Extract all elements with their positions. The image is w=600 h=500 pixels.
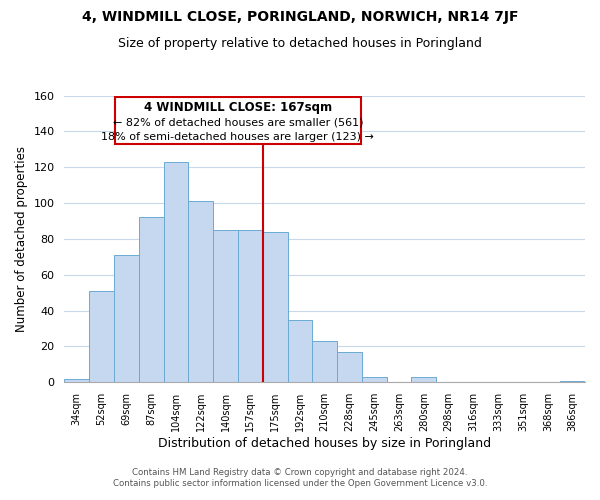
Bar: [337, 352, 362, 382]
Bar: [560, 380, 585, 382]
Bar: [412, 377, 436, 382]
FancyBboxPatch shape: [115, 98, 361, 144]
Bar: [313, 341, 337, 382]
Text: 18% of semi-detached houses are larger (123) →: 18% of semi-detached houses are larger (…: [101, 132, 374, 141]
Bar: [238, 230, 263, 382]
Bar: [64, 379, 89, 382]
Text: ← 82% of detached houses are smaller (561): ← 82% of detached houses are smaller (56…: [113, 118, 363, 128]
Bar: [89, 291, 114, 382]
Bar: [287, 320, 313, 382]
Text: Size of property relative to detached houses in Poringland: Size of property relative to detached ho…: [118, 38, 482, 51]
Bar: [213, 230, 238, 382]
Bar: [188, 202, 213, 382]
Text: 4 WINDMILL CLOSE: 167sqm: 4 WINDMILL CLOSE: 167sqm: [144, 100, 332, 114]
X-axis label: Distribution of detached houses by size in Poringland: Distribution of detached houses by size …: [158, 437, 491, 450]
Bar: [263, 232, 287, 382]
Bar: [139, 218, 164, 382]
Bar: [164, 162, 188, 382]
Bar: [362, 377, 386, 382]
Text: Contains HM Land Registry data © Crown copyright and database right 2024.
Contai: Contains HM Land Registry data © Crown c…: [113, 468, 487, 487]
Y-axis label: Number of detached properties: Number of detached properties: [15, 146, 28, 332]
Text: 4, WINDMILL CLOSE, PORINGLAND, NORWICH, NR14 7JF: 4, WINDMILL CLOSE, PORINGLAND, NORWICH, …: [82, 10, 518, 24]
Bar: [114, 255, 139, 382]
